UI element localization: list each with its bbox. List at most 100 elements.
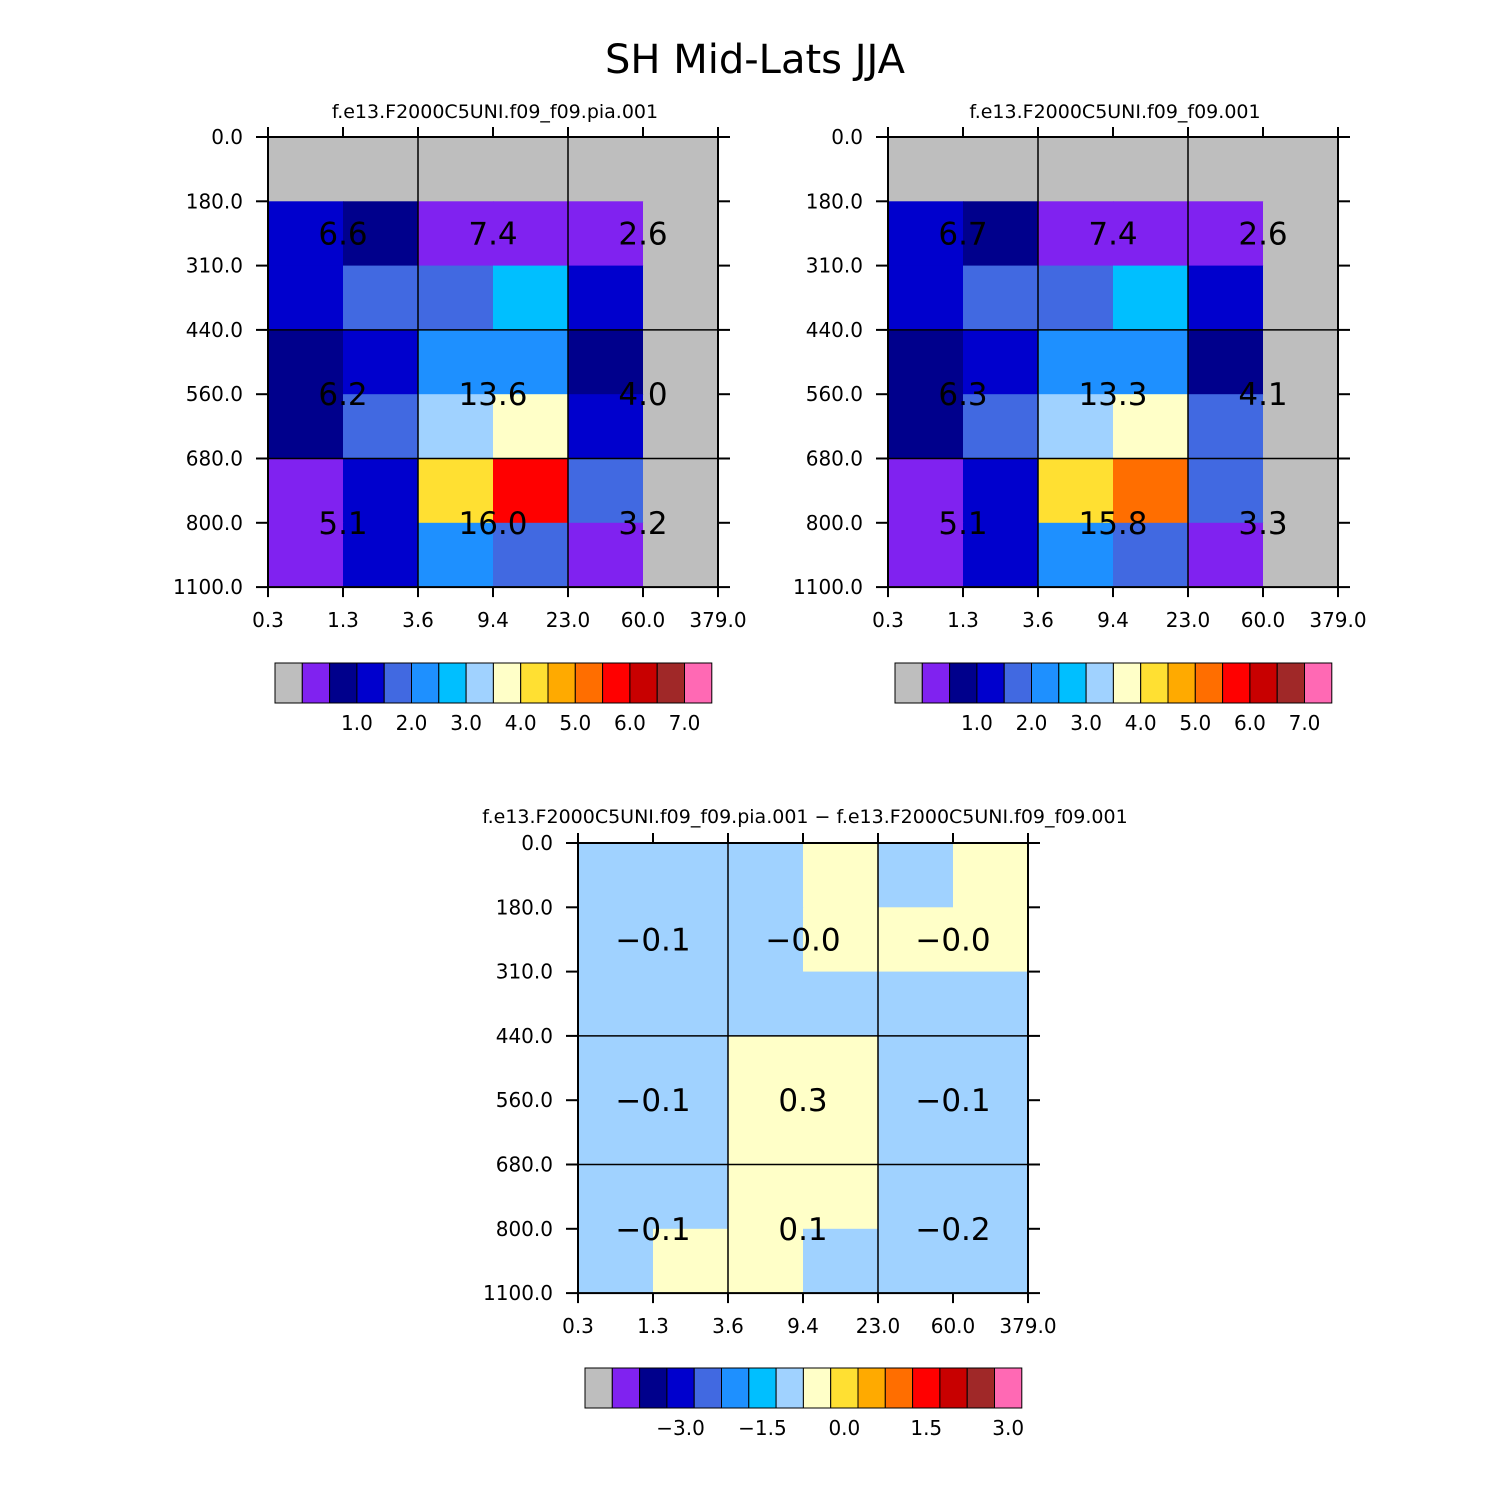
panel-title: f.e13.F2000C5UNI.f09_f09.pia.001 [332,101,658,123]
heatmap-cell [1038,394,1114,460]
colorbar-swatch [1058,662,1087,704]
cell-value-label: 5.1 [938,506,987,542]
heatmap-cell [343,394,419,460]
colorbar-swatch [939,1367,968,1409]
colorbar-swatch [639,1367,668,1409]
y-tick-label: 310.0 [186,254,243,278]
heatmap-cell [643,522,719,588]
heatmap-cell [803,1228,879,1294]
heatmap-cell [878,1164,954,1230]
x-tick-label: 60.0 [931,1314,976,1338]
cell-value-label: 6.2 [318,377,367,413]
heatmap-cell [1263,137,1339,202]
colorbar-swatch [1276,662,1305,704]
colorbar: 1.0 2.0 3.0 4.0 5.0 6.0 7.0 [274,662,713,735]
x-tick-label: 1.3 [637,1314,669,1338]
heatmap-cell [1113,265,1189,331]
heatmap-cell [1113,329,1189,395]
colorbar-label: 3.0 [1070,711,1102,735]
colorbar-swatch [602,662,631,704]
cell-value-label: −0.1 [915,1083,990,1119]
heatmap-cell [728,843,804,908]
x-tick-label: 3.6 [1022,608,1054,632]
heatmap-cell [653,907,729,973]
colorbar-swatch [775,1367,804,1409]
heatmap-cell [568,458,644,524]
x-tick-label: 0.3 [252,608,284,632]
heatmap-cell [1113,394,1189,460]
heatmap-cell [568,522,644,588]
heatmap-cell [1188,394,1264,460]
heatmap-cell [878,971,954,1037]
heatmap-cell [953,1164,1029,1230]
heatmap-cell [953,843,1029,908]
heatmap-cell [418,329,494,395]
colorbar-swatch [584,1367,613,1409]
colorbar-swatch [966,1367,996,1409]
heatmap-cell [1113,522,1189,588]
cell-value-label: −0.0 [765,922,840,958]
colorbar-swatch [520,662,549,704]
colorbar-label: 3.0 [450,711,482,735]
heatmap-cell [1263,201,1339,267]
colorbar-swatch [411,662,440,704]
y-tick-label: 1100.0 [793,575,863,599]
heatmap-cell [1038,329,1114,395]
axes: 0.3 1.3 3.6 9.4 23.0 60.0 379.0 0.0 180.0 310.0 44… [793,125,1367,632]
colorbar-swatch [748,1367,777,1409]
heatmap-cell [653,971,729,1037]
figure-title: SH Mid-Lats JJA [605,37,906,83]
colorbar-swatch [949,662,978,704]
heatmap-cell [728,1035,804,1101]
colorbar-label: 1.5 [910,1416,942,1440]
heatmap-cell [493,265,569,331]
heatmap-cell [578,1164,654,1230]
cell-value-label: −0.1 [615,1083,690,1119]
cell-value-labels: 6.7 7.4 2.6 6.3 13.3 4.1 5.1 15.8 3.3 [938,216,1287,541]
y-tick-label: 180.0 [806,189,863,213]
cell-value-label: 15.8 [1078,506,1147,542]
heatmap-cell [653,1228,729,1294]
heatmap-cell [418,201,494,267]
y-tick-label: 800.0 [496,1217,553,1241]
heatmap-cell [418,137,494,202]
colorbar-swatch [684,662,713,704]
heatmap-cell [1188,265,1264,331]
cell-value-label: −0.0 [915,922,990,958]
heatmap-cell [268,329,344,395]
heatmap-cell [343,329,419,395]
heatmap-cell [963,137,1039,202]
x-tick-label: 0.3 [562,1314,594,1338]
colorbar-swatch [1304,662,1333,704]
heatmap-cell [803,1100,879,1166]
colorbar-swatch [1112,662,1142,704]
cell-value-label: 3.2 [618,506,667,542]
colorbar-swatch [884,1367,914,1409]
heatmap-cell [888,265,964,331]
x-tick-label: 3.6 [712,1314,744,1338]
heatmap-cell [568,201,644,267]
colorbar-swatch [574,662,604,704]
heatmap-cell [643,394,719,460]
heatmap-cell [888,201,964,267]
y-tick-label: 800.0 [806,511,863,535]
heatmap-cell [963,201,1039,267]
y-tick-label: 310.0 [806,254,863,278]
cell-value-label: −0.2 [915,1212,990,1248]
heatmap-cell [1188,522,1264,588]
heatmap-cell [493,394,569,460]
heatmap-cell [268,458,344,524]
colorbar-swatch [611,1367,641,1409]
x-tick-label: 23.0 [1166,608,1211,632]
colorbar-swatch [656,662,686,704]
heatmap-cell [653,843,729,908]
colorbar-swatch [1167,662,1196,704]
colorbar-swatch [666,1367,695,1409]
heatmap-cell [578,1100,654,1166]
colorbar-swatch [921,662,951,704]
heatmap-cell [268,394,344,460]
axes: 0.3 1.3 3.6 9.4 23.0 60.0 379.0 0.0 180.0 310.0 44… [173,125,747,632]
colorbar-label: 2.0 [1016,711,1048,735]
heatmap-cell [1113,137,1189,202]
heatmap-cell [493,201,569,267]
